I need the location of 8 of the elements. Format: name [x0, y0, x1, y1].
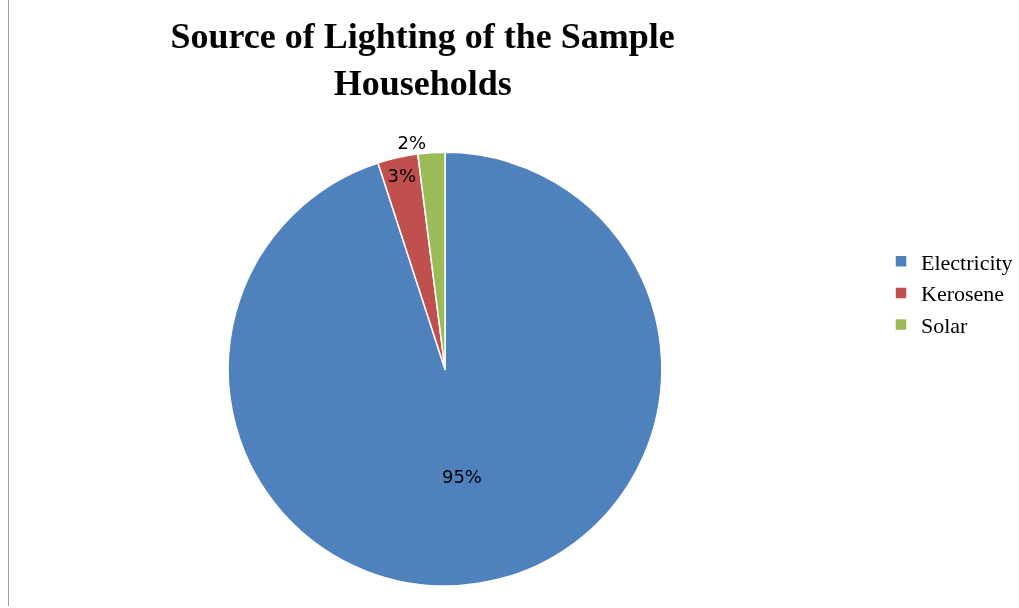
data-label: 3% [387, 165, 417, 187]
legend-label: Solar [921, 313, 969, 339]
chart-title: Source of Lighting of the Sample Households [170, 16, 675, 104]
legend-label: Electricity [921, 249, 1013, 275]
pie-slice [227, 151, 663, 587]
legend-label: Kerosene [921, 281, 1005, 307]
data-label: 2% [397, 131, 427, 153]
data-label: 95% [441, 465, 482, 487]
